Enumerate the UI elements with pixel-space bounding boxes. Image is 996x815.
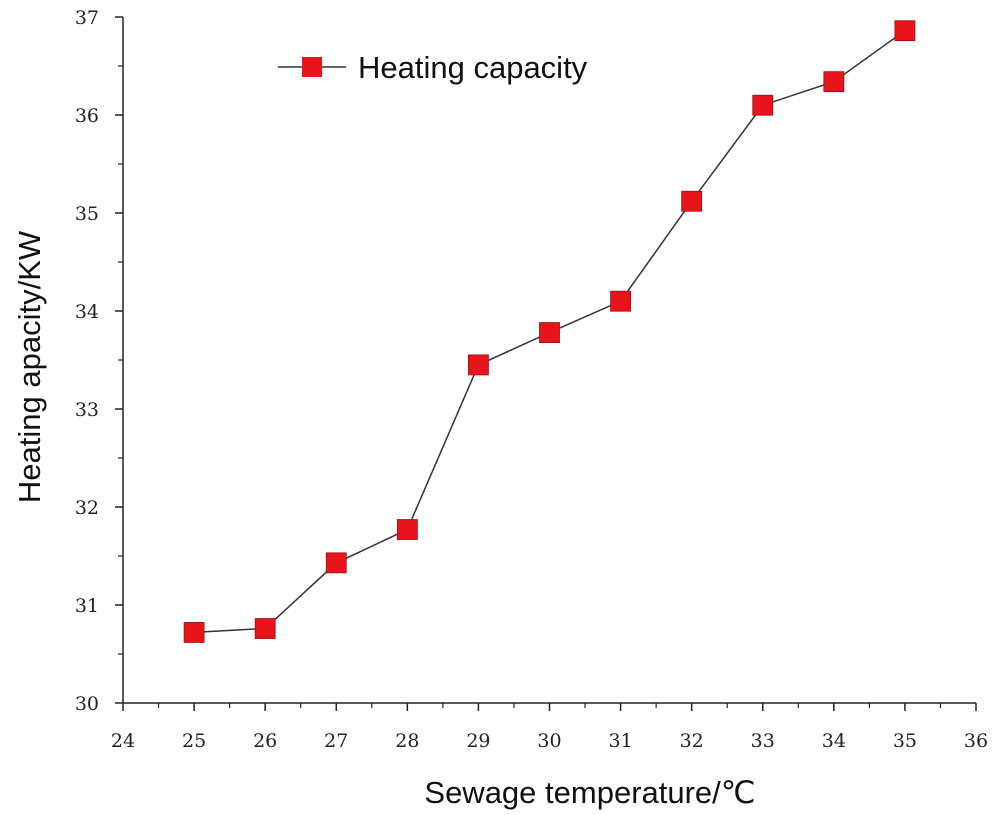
y-tick-label: 33 bbox=[75, 399, 99, 421]
y-tick-label: 30 bbox=[75, 693, 99, 715]
legend-label: Heating capacity bbox=[358, 50, 588, 85]
data-point-marker bbox=[468, 354, 489, 376]
y-tick-label: 36 bbox=[75, 105, 99, 127]
x-ticks: 24 25 26 27 28 29 30 31 32 33 34 35 36 bbox=[111, 703, 988, 752]
x-tick-label: 33 bbox=[751, 730, 775, 752]
data-point-marker bbox=[325, 552, 347, 574]
x-tick-label: 28 bbox=[395, 730, 419, 752]
x-tick-label: 26 bbox=[253, 730, 277, 752]
y-tick-label: 34 bbox=[75, 301, 99, 323]
data-point-marker bbox=[183, 622, 205, 643]
x-tick-label: 32 bbox=[680, 730, 704, 752]
x-axis-title: Sewage temperature/℃ bbox=[424, 775, 755, 810]
data-point-marker bbox=[823, 71, 845, 93]
x-tick-label: 36 bbox=[964, 730, 988, 752]
data-point-marker bbox=[894, 20, 916, 42]
data-point-marker bbox=[752, 94, 774, 116]
x-tick-label: 30 bbox=[537, 730, 561, 752]
axes: 24 25 26 27 28 29 30 31 32 33 34 35 36 3031323334353… bbox=[75, 7, 988, 752]
data-point-marker bbox=[610, 290, 631, 312]
data-point-marker bbox=[396, 519, 418, 540]
data-point-marker bbox=[681, 190, 703, 212]
y-tick-label: 37 bbox=[75, 7, 99, 29]
y-ticks: 30 31 32 33 34 35 36 37 bbox=[75, 7, 123, 715]
x-tick-label: 24 bbox=[111, 730, 135, 752]
legend: Heating capacity bbox=[278, 50, 588, 85]
y-axis-title: Heating apacity/KW bbox=[12, 230, 47, 503]
data-point-marker bbox=[254, 618, 276, 639]
y-tick-label: 32 bbox=[75, 497, 99, 519]
x-tick-label: 29 bbox=[466, 730, 490, 752]
legend-marker-square bbox=[302, 57, 322, 77]
y-tick-label: 35 bbox=[75, 203, 99, 225]
x-tick-label: 31 bbox=[608, 730, 632, 752]
x-tick-label: 34 bbox=[822, 730, 846, 752]
x-tick-label: 27 bbox=[324, 730, 348, 752]
x-tick-label: 35 bbox=[893, 730, 917, 752]
data-point-marker bbox=[539, 322, 560, 343]
y-tick-label: 31 bbox=[75, 595, 99, 617]
plot-series bbox=[183, 20, 916, 643]
x-tick-label: 25 bbox=[182, 730, 206, 752]
